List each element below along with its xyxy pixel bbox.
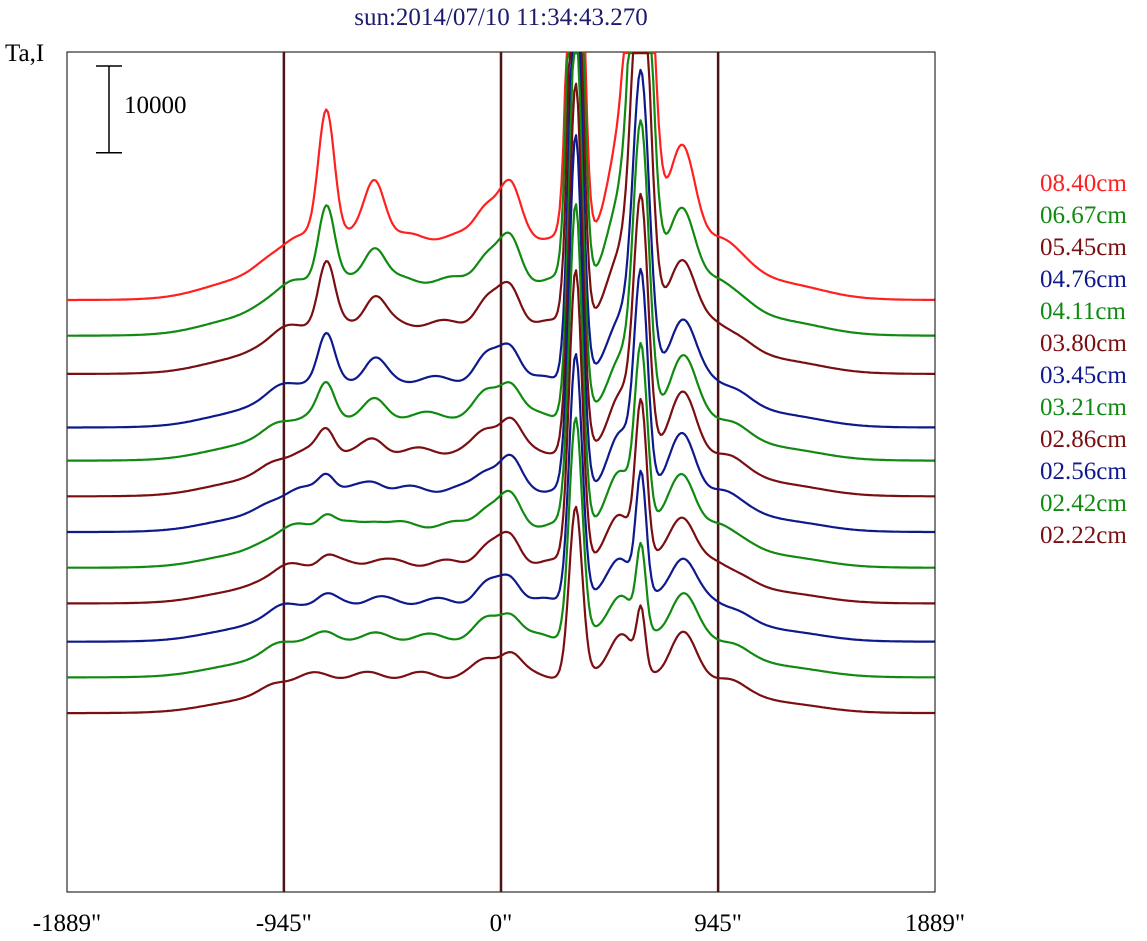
legend: 08.40cm 06.67cm 05.45cm 04.76cm 04.11cm 03.80… [1040, 168, 1127, 552]
series-line-04-11cm [67, 51, 935, 462]
series-line-02-42cm [67, 416, 935, 679]
series-line-03-45cm [67, 134, 935, 534]
x-tick-label: 945" [694, 910, 742, 937]
series-line-02-56cm [67, 353, 935, 643]
legend-item: 02.22cm [1040, 522, 1127, 549]
series-group [67, 51, 935, 715]
x-tick-label: -1889" [33, 910, 102, 937]
x-tick-label: -945" [256, 910, 312, 937]
scale-bar [96, 65, 122, 154]
series-line-02-86cm [67, 269, 935, 605]
series-line-08-40cm [67, 51, 935, 302]
x-tick-labels: -1889" -945" 0" 945" 1889" [33, 910, 965, 937]
y-axis-label: Ta,I [5, 40, 45, 67]
legend-item: 02.42cm [1040, 490, 1127, 517]
legend-item: 04.76cm [1040, 266, 1127, 293]
chart-title: sun:2014/07/10 11:34:43.270 [354, 4, 648, 31]
series-line-02-22cm [67, 505, 935, 715]
x-tick-label: 0" [490, 910, 513, 937]
legend-item: 08.40cm [1040, 170, 1127, 197]
x-tick-label: 1889" [905, 910, 965, 937]
legend-item: 02.86cm [1040, 426, 1127, 453]
series-line-06-67cm [67, 51, 935, 337]
legend-item: 02.56cm [1040, 458, 1127, 485]
legend-item: 05.45cm [1040, 234, 1127, 261]
legend-item: 04.11cm [1040, 298, 1126, 325]
series-line-05-45cm [67, 51, 935, 375]
scale-bar-label: 10000 [124, 92, 187, 119]
legend-item: 03.21cm [1040, 394, 1127, 421]
series-line-03-21cm [67, 203, 935, 569]
series-line-04-76cm [67, 51, 935, 429]
legend-item: 06.67cm [1040, 202, 1127, 229]
legend-item: 03.45cm [1040, 362, 1127, 389]
vertical-reference-lines [282, 52, 720, 892]
series-line-03-80cm [67, 82, 935, 498]
legend-item: 03.80cm [1040, 330, 1127, 357]
